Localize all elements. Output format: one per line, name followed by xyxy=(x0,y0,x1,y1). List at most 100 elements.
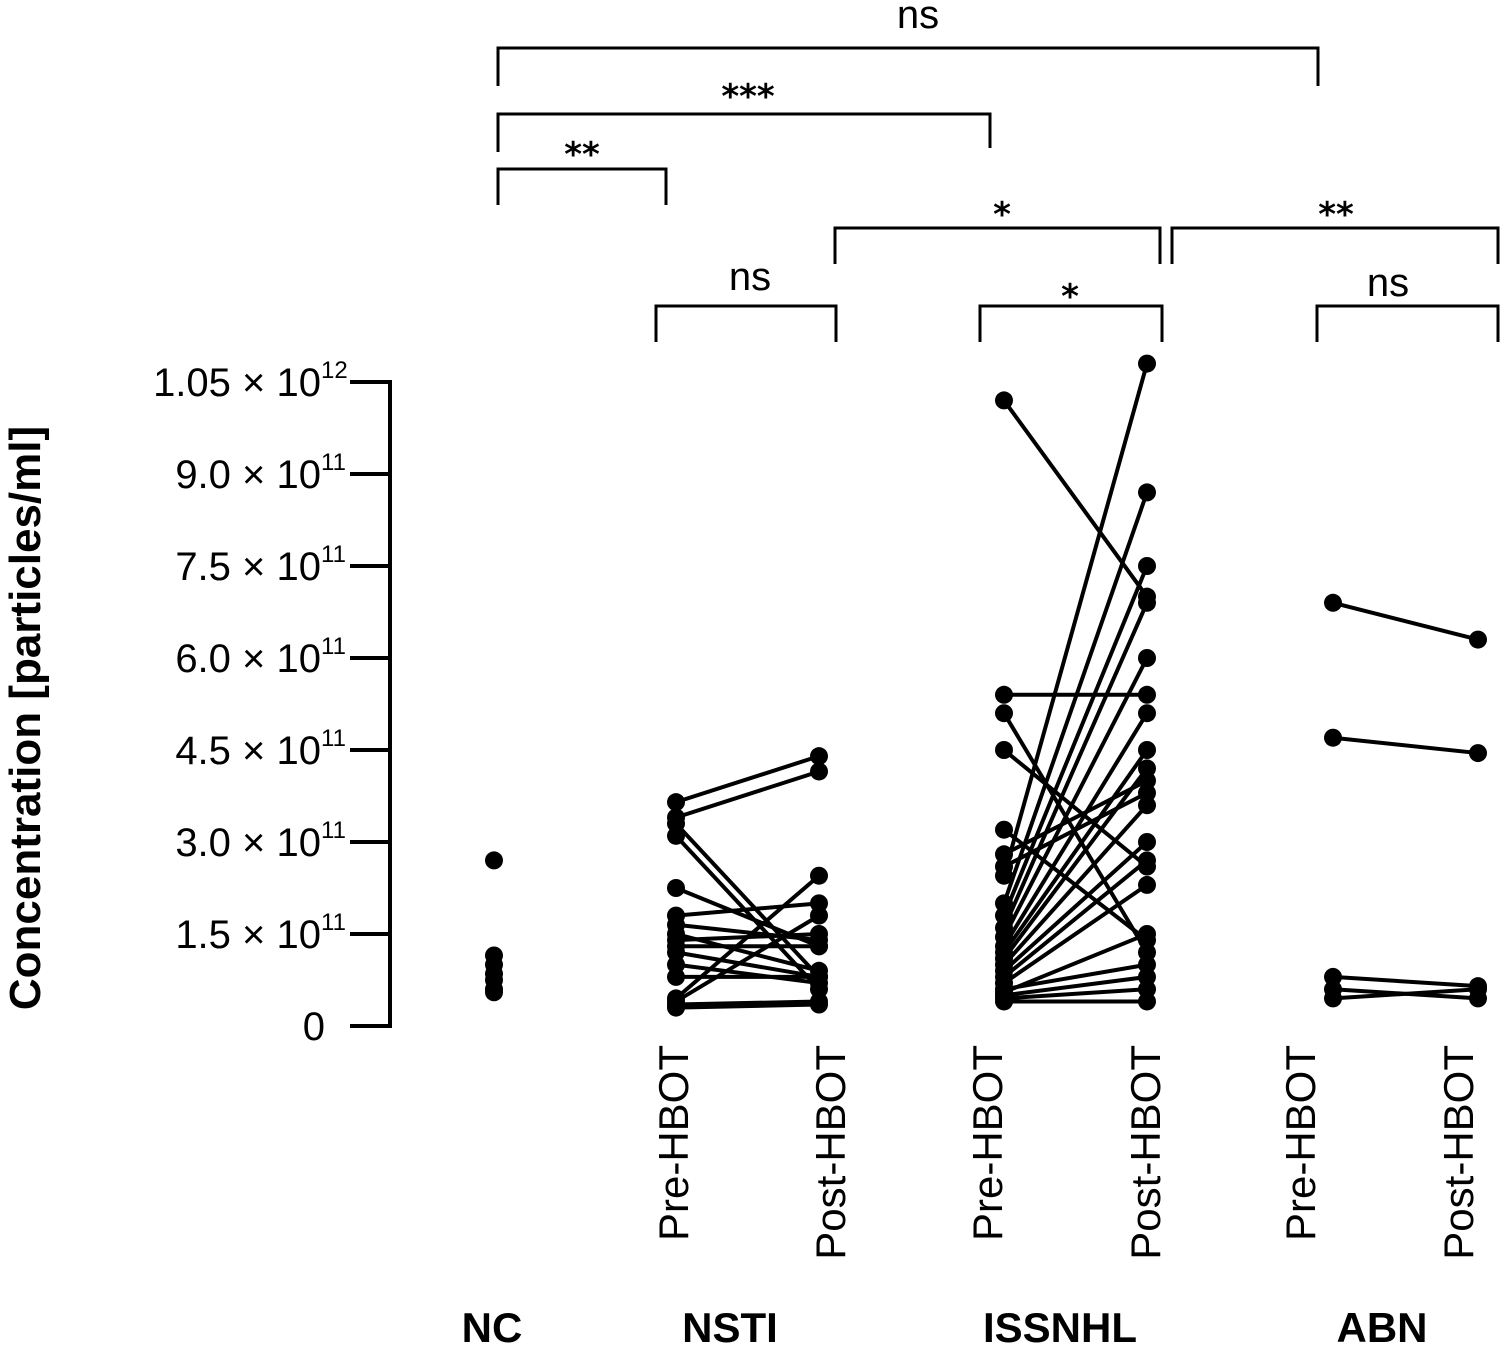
issnhl-pre-point xyxy=(995,820,1013,839)
nsti-pair-line xyxy=(675,962,820,986)
issnhl-post-point xyxy=(1138,483,1156,502)
issnhl-pre-point xyxy=(995,992,1013,1011)
issnhl-pair-line xyxy=(1002,803,1149,967)
issnhl-pair-line xyxy=(1003,932,1148,995)
data-points xyxy=(485,354,1487,1017)
y-tick-label: 0 xyxy=(303,1005,325,1049)
significance-label: ns xyxy=(897,0,939,37)
nsti-pair-line xyxy=(674,913,821,1004)
issnhl-pair-line xyxy=(1002,748,1149,954)
nsti-pair-line xyxy=(675,1002,820,1010)
nsti-pre-point xyxy=(667,967,685,986)
nsti-post-point xyxy=(810,866,828,885)
issnhl-pair-line xyxy=(1002,748,1149,869)
significance-bracket xyxy=(833,226,1162,264)
y-tick-label: 1.05 × 10 xyxy=(153,361,321,405)
condition-label: Pre-HBOT xyxy=(650,1045,697,1241)
y-axis-title: Concentration [particles/ml] xyxy=(1,426,50,1010)
issnhl-post-point xyxy=(1138,925,1156,943)
issnhl-post-point xyxy=(1138,741,1156,759)
nsti-pair-line xyxy=(675,754,820,805)
abn-pair-line xyxy=(1332,987,1479,1001)
abn-post-point xyxy=(1469,630,1487,649)
nc-point xyxy=(485,851,503,870)
nsti-pair-line xyxy=(675,922,820,943)
issnhl-pre-point xyxy=(995,391,1013,410)
nsti-post-point xyxy=(810,747,828,766)
y-tick-exponent: 11 xyxy=(321,633,346,660)
issnhl-post-point xyxy=(1138,851,1156,870)
issnhl-post-point xyxy=(1138,796,1156,815)
issnhl-pair-line xyxy=(1003,987,1148,1001)
condition-label: Pre-HBOT xyxy=(1277,1045,1324,1241)
nsti-pair-line xyxy=(675,769,820,820)
abn-post-point xyxy=(1469,980,1487,999)
nsti-pair-line xyxy=(675,950,820,979)
significance-bracket xyxy=(978,304,1164,342)
issnhl-pair-line xyxy=(1002,657,1149,938)
y-tick-label: 9.0 × 10 xyxy=(175,453,321,497)
issnhl-pre-point xyxy=(995,741,1013,759)
nsti-pre-point xyxy=(667,793,685,812)
significance-bracket xyxy=(1315,304,1500,342)
significance-label: ns xyxy=(1367,261,1409,305)
abn-pair-line xyxy=(1332,974,1479,989)
issnhl-pair-line xyxy=(1002,767,1149,960)
condition-label: Post-HBOT xyxy=(1435,1045,1482,1260)
y-tick-label: 4.5 × 10 xyxy=(175,729,321,773)
nsti-post-point xyxy=(810,967,828,986)
significance-label: * xyxy=(993,195,1011,235)
issnhl-post-point xyxy=(1138,354,1156,373)
issnhl-post-point xyxy=(1138,875,1156,894)
condition-labels: Pre-HBOT Post-HBOT Pre-HBOT Post-HBOT Pre-HB… xyxy=(650,1045,1482,1260)
nsti-pair-line xyxy=(674,822,821,979)
significance-bracket xyxy=(496,167,668,205)
condition-label: Post-HBOT xyxy=(807,1045,854,1260)
nsti-pre-point xyxy=(667,826,685,845)
group-label-nsti: NSTI xyxy=(682,1304,778,1345)
nsti-pair-line xyxy=(675,999,820,1007)
abn-pair-line xyxy=(1332,735,1479,756)
y-ticks: 01.5 × 10 113.0 × 10 114.5 × 10 116.0 × 10 1… xyxy=(153,357,390,1049)
significance-label: ** xyxy=(564,135,600,175)
issnhl-post-point xyxy=(1138,685,1156,704)
nsti-post-point xyxy=(810,906,828,925)
nsti-post-point xyxy=(810,937,828,956)
nsti-pre-point xyxy=(667,879,685,897)
issnhl-pair-line xyxy=(1002,399,1149,598)
significance-bracket xyxy=(654,304,838,342)
issnhl-post-point xyxy=(1138,833,1156,851)
nsti-pair-line xyxy=(674,874,821,1000)
issnhl-pair-line xyxy=(1002,363,1149,877)
y-tick-exponent: 11 xyxy=(321,909,346,936)
y-tick-exponent: 11 xyxy=(321,541,346,568)
group-label-nc: NC xyxy=(462,1304,523,1345)
issnhl-post-point xyxy=(1138,704,1156,723)
issnhl-pair-line xyxy=(1002,601,1149,929)
issnhl-post-point xyxy=(1138,649,1156,667)
issnhl-post-point xyxy=(1138,557,1156,575)
issnhl-pre-point xyxy=(995,685,1013,704)
y-tick-exponent: 11 xyxy=(321,449,346,476)
issnhl-post-point xyxy=(1138,992,1156,1011)
issnhl-pair-line xyxy=(1003,962,1148,992)
significance-brackets: ns****** **ns * ns xyxy=(496,0,1500,342)
significance-label: ns xyxy=(729,255,771,299)
issnhl-post-point xyxy=(1138,593,1156,612)
abn-pre-point xyxy=(1324,593,1342,612)
group-label-abn: ABN xyxy=(1337,1304,1428,1345)
nsti-post-point xyxy=(810,995,828,1014)
y-tick-label: 7.5 × 10 xyxy=(175,545,321,589)
issnhl-pair-line xyxy=(1003,974,1148,998)
significance-bracket xyxy=(1170,226,1500,264)
y-tick-exponent: 11 xyxy=(321,817,346,844)
issnhl-pair-line xyxy=(1002,840,1149,973)
y-tick-exponent: 12 xyxy=(321,357,348,384)
significance-label: * xyxy=(1061,277,1079,317)
y-tick-label: 6.0 × 10 xyxy=(175,637,321,681)
abn-pre-point xyxy=(1324,728,1342,747)
significance-bracket xyxy=(496,112,992,152)
y-tick-exponent: 11 xyxy=(321,725,346,752)
significance-label: *** xyxy=(721,77,775,117)
